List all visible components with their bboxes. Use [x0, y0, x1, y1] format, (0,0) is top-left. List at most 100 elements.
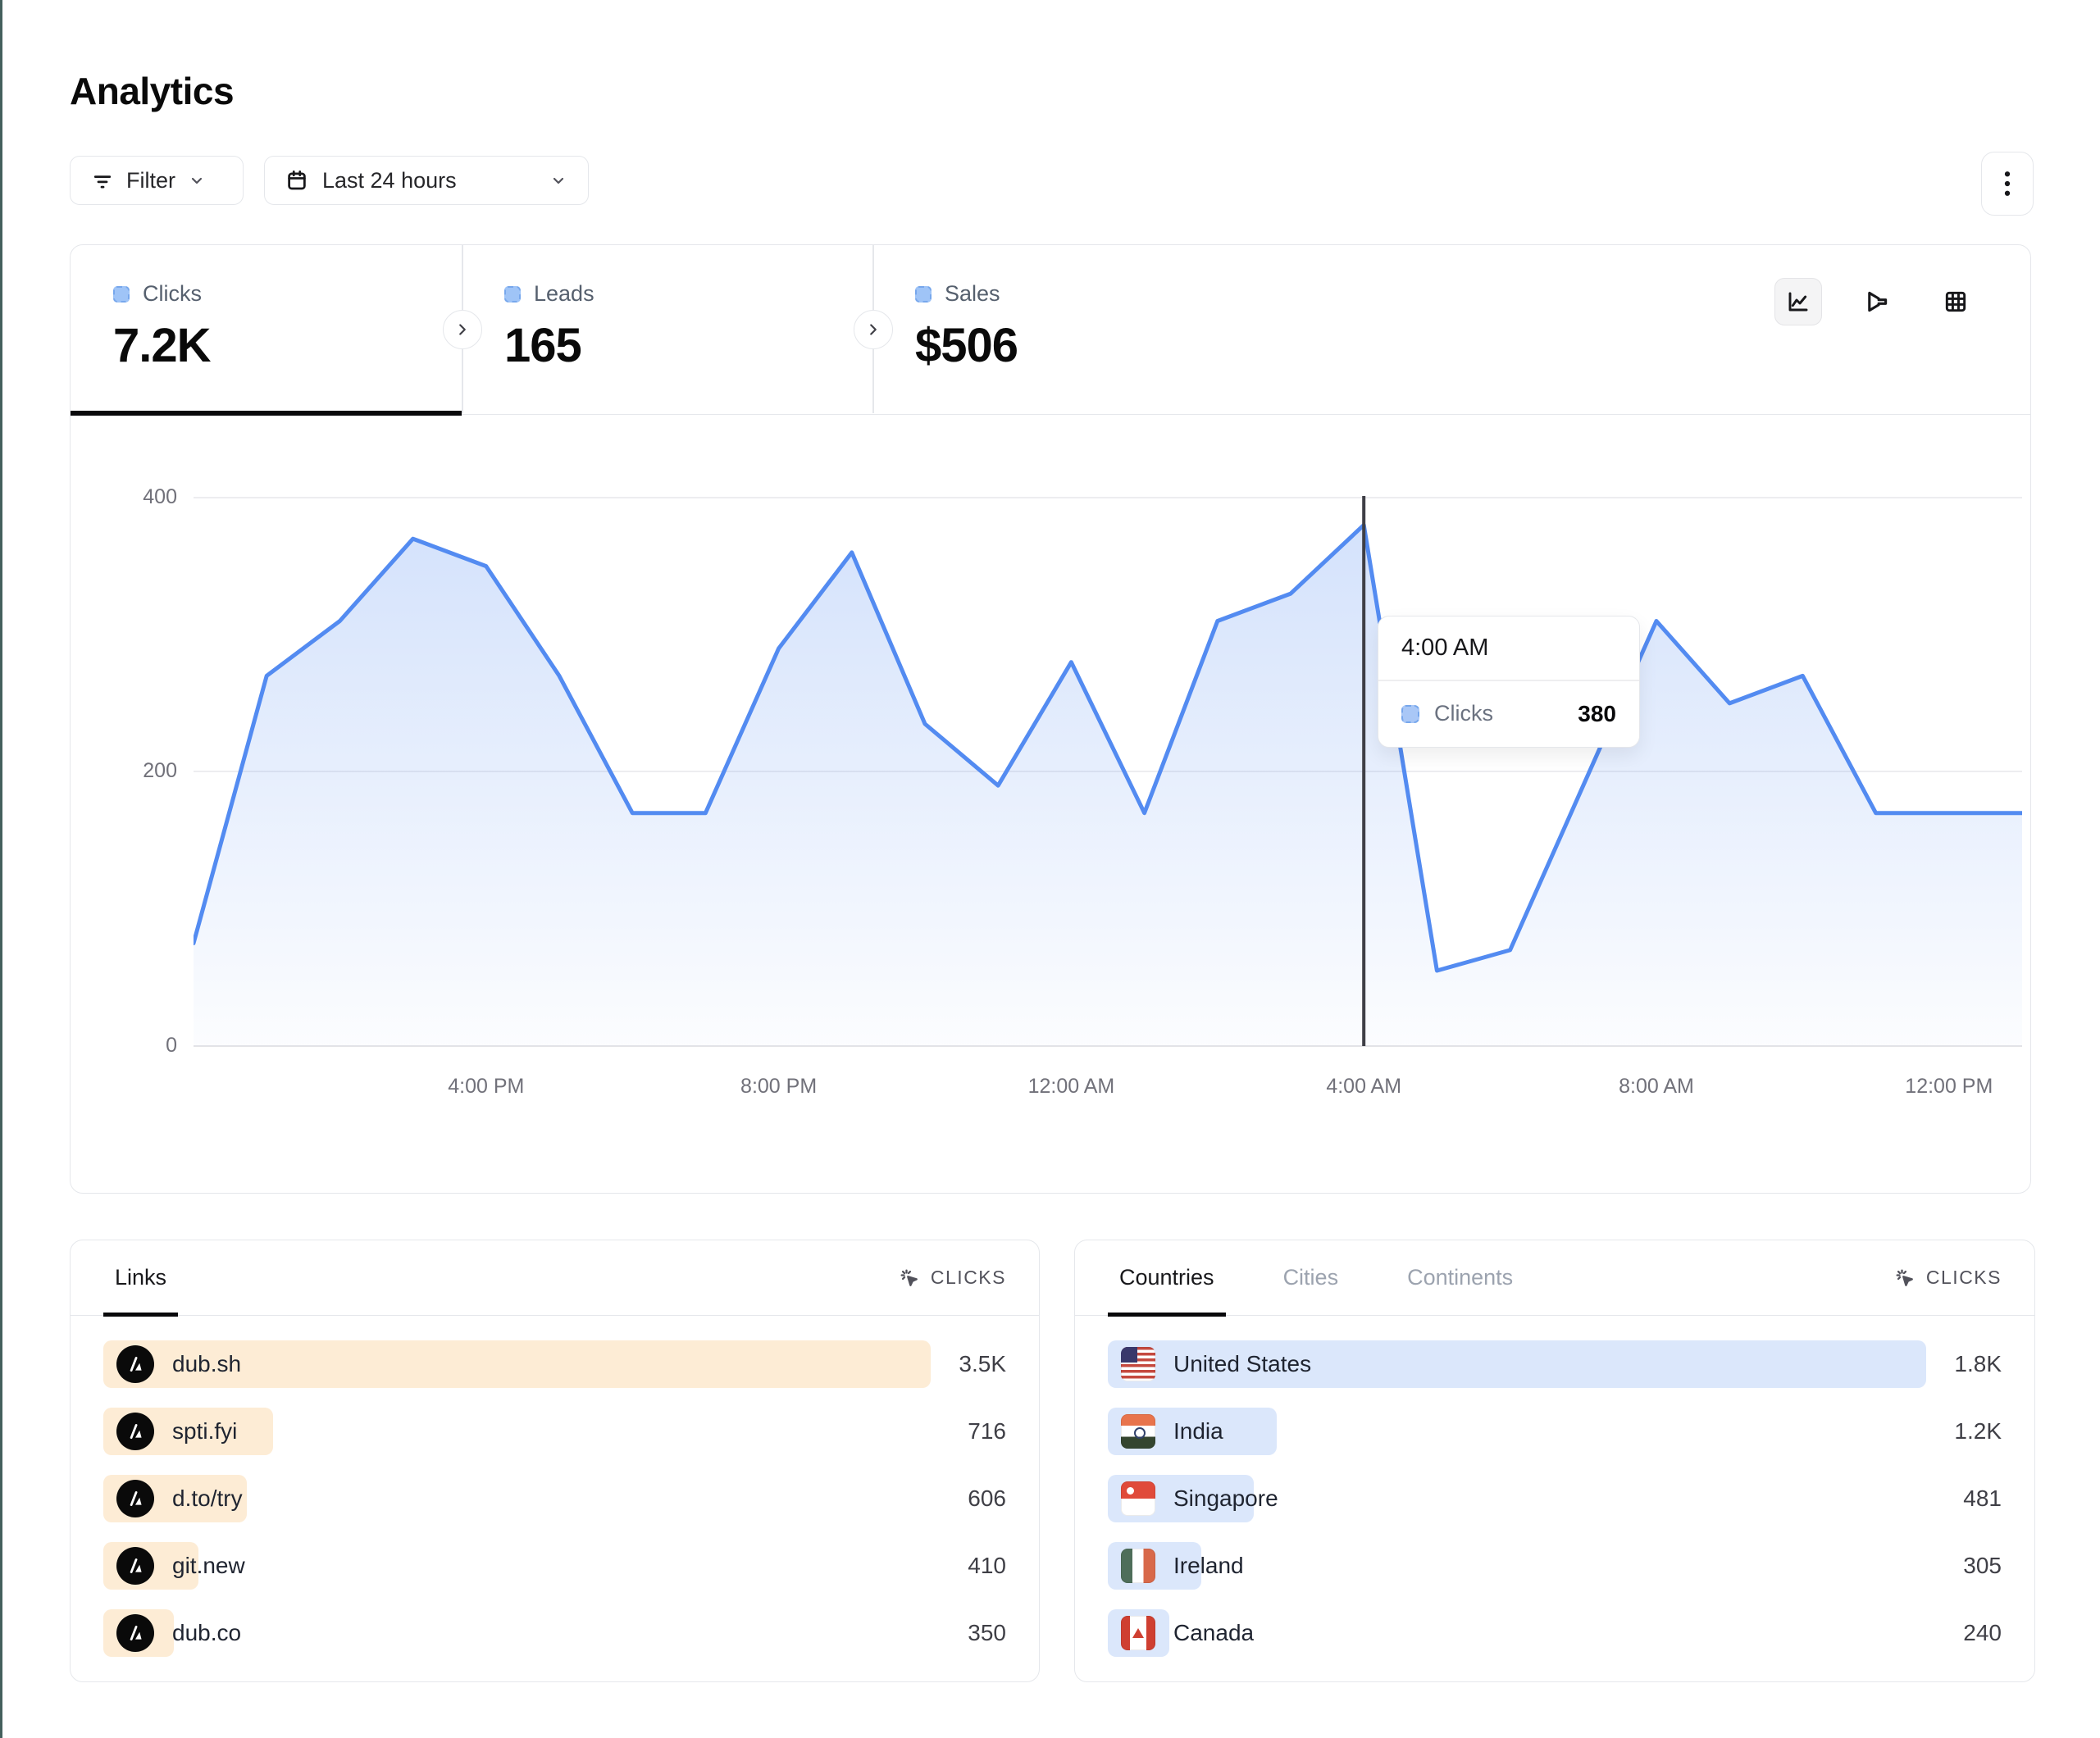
- link-label: git.new: [172, 1553, 245, 1578]
- table-view-button[interactable]: [1932, 278, 1979, 325]
- countries-list: United States 1.8K India 1.2K Singapore …: [1108, 1340, 2002, 1677]
- dub-logo-icon: [116, 1547, 154, 1585]
- window-edge: [0, 0, 2, 1738]
- tab-clicks[interactable]: Clicks 7.2K: [71, 245, 462, 413]
- sales-tab-label: Sales: [945, 281, 1000, 306]
- tooltip-value: 380: [1578, 700, 1616, 726]
- date-range-label: Last 24 hours: [322, 167, 457, 193]
- country-clicks-value: 1.8K: [1954, 1351, 2002, 1376]
- list-item[interactable]: d.to/try 606: [103, 1475, 1006, 1522]
- links-card-header: Links CLICKS: [71, 1240, 1039, 1317]
- x-axis-tick: 8:00 AM: [1619, 1075, 1694, 1098]
- active-tab-underline: [71, 411, 462, 416]
- links-metric-selector[interactable]: CLICKS: [898, 1267, 1006, 1290]
- chart-tooltip: 4:00 AM Clicks 380: [1378, 616, 1640, 748]
- list-item[interactable]: India 1.2K: [1108, 1408, 2002, 1455]
- list-item[interactable]: dub.co 350: [103, 1609, 1006, 1657]
- x-axis-tick: 8:00 PM: [740, 1075, 818, 1098]
- countries-metric-label: CLICKS: [1925, 1267, 2002, 1288]
- canada-flag-icon: [1121, 1616, 1155, 1650]
- tab-continents[interactable]: Continents: [1407, 1265, 1514, 1290]
- sales-series-swatch: [915, 285, 932, 303]
- links-list: dub.sh 3.5K spti.fyi 716 d.to/try 606: [103, 1340, 1006, 1677]
- x-axis-tick: 4:00 AM: [1326, 1075, 1402, 1098]
- link-clicks-value: 350: [968, 1620, 1006, 1645]
- clicks-tab-label: Clicks: [143, 281, 202, 306]
- chart-view-toggles: [1774, 278, 1979, 325]
- country-clicks-value: 240: [1963, 1620, 2002, 1645]
- x-axis: 4:00 PM 8:00 PM 12:00 AM 4:00 AM 8:00 AM…: [194, 1075, 2022, 1108]
- link-label: dub.co: [172, 1620, 242, 1645]
- page-title: Analytics: [70, 70, 235, 112]
- x-axis-tick: 12:00 AM: [1027, 1075, 1115, 1098]
- tooltip-series-label: Clicks: [1434, 701, 1493, 726]
- filter-icon: [90, 168, 115, 193]
- countries-metric-selector[interactable]: CLICKS: [1893, 1267, 2002, 1290]
- india-flag-icon: [1121, 1414, 1155, 1449]
- list-item[interactable]: spti.fyi 716: [103, 1408, 1006, 1455]
- country-clicks-value: 481: [1963, 1485, 2002, 1511]
- clicks-series-swatch: [1401, 704, 1419, 723]
- list-item[interactable]: Canada 240: [1108, 1609, 2002, 1657]
- tab-countries[interactable]: Countries: [1108, 1240, 1226, 1317]
- list-item[interactable]: dub.sh 3.5K: [103, 1340, 1006, 1388]
- list-item[interactable]: git.new 410: [103, 1542, 1006, 1590]
- country-clicks-value: 1.2K: [1954, 1418, 2002, 1444]
- expand-clicks-chevron-button[interactable]: [443, 310, 482, 349]
- funnel-chart-view-button[interactable]: [1853, 278, 1901, 325]
- y-axis-tick-400: 400: [143, 485, 177, 508]
- dub-logo-icon: [116, 1480, 154, 1517]
- filter-button-label: Filter: [126, 167, 175, 193]
- clicks-tab-value: 7.2K: [113, 319, 212, 372]
- country-clicks-value: 305: [1963, 1553, 2002, 1578]
- expand-leads-chevron-button[interactable]: [854, 310, 893, 349]
- date-range-button[interactable]: Last 24 hours: [264, 156, 589, 205]
- country-label: Singapore: [1173, 1485, 1278, 1511]
- tab-leads[interactable]: Leads 165: [462, 245, 872, 413]
- link-clicks-value: 410: [968, 1553, 1006, 1578]
- x-axis-tick: 12:00 PM: [1905, 1075, 1993, 1098]
- link-label: d.to/try: [172, 1485, 243, 1511]
- dub-logo-icon: [116, 1345, 154, 1383]
- list-item[interactable]: Ireland 305: [1108, 1542, 2002, 1590]
- links-card: Links CLICKS dub.sh 3.5K: [70, 1240, 1040, 1682]
- country-label: Canada: [1173, 1620, 1255, 1645]
- kebab-menu-icon: [1997, 170, 2018, 198]
- singapore-flag-icon: [1121, 1481, 1155, 1516]
- chevron-down-icon: [187, 171, 207, 190]
- x-axis-tick: 4:00 PM: [448, 1075, 525, 1098]
- cursor-click-icon: [1893, 1267, 1916, 1290]
- clicks-area-chart[interactable]: [191, 491, 2025, 1057]
- countries-card-header: Countries Cities Continents CLICKS: [1075, 1240, 2034, 1317]
- dub-logo-icon: [116, 1413, 154, 1450]
- link-label: dub.sh: [172, 1351, 242, 1376]
- leads-tab-label: Leads: [534, 281, 594, 306]
- links-metric-label: CLICKS: [930, 1267, 1006, 1288]
- line-chart-icon: [1785, 289, 1811, 315]
- tab-sales[interactable]: Sales $506: [872, 245, 1364, 413]
- link-clicks-value: 606: [968, 1485, 1006, 1511]
- tab-links[interactable]: Links: [103, 1240, 179, 1317]
- country-label: Ireland: [1173, 1553, 1244, 1578]
- y-axis-tick-0: 0: [166, 1034, 177, 1057]
- table-grid-icon: [1943, 289, 1969, 315]
- countries-card: Countries Cities Continents CLICKS Unite…: [1074, 1240, 2035, 1682]
- tooltip-time: 4:00 AM: [1401, 635, 1489, 661]
- clicks-series-swatch: [113, 285, 130, 303]
- list-item[interactable]: Singapore 481: [1108, 1475, 2002, 1522]
- us-flag-icon: [1121, 1347, 1155, 1381]
- filter-button[interactable]: Filter: [70, 156, 244, 205]
- country-label: United States: [1173, 1351, 1312, 1376]
- y-axis-tick-200: 200: [143, 759, 177, 782]
- line-chart-view-button[interactable]: [1774, 278, 1822, 325]
- list-item[interactable]: United States 1.8K: [1108, 1340, 2002, 1388]
- funnel-chart-icon: [1863, 288, 1891, 316]
- leads-tab-value: 165: [504, 319, 582, 372]
- tab-cities[interactable]: Cities: [1282, 1265, 1339, 1290]
- dub-logo-icon: [116, 1614, 154, 1652]
- more-options-button[interactable]: [1981, 152, 2034, 216]
- country-label: India: [1173, 1418, 1223, 1444]
- link-clicks-value: 3.5K: [959, 1351, 1006, 1376]
- sales-tab-value: $506: [915, 319, 1018, 372]
